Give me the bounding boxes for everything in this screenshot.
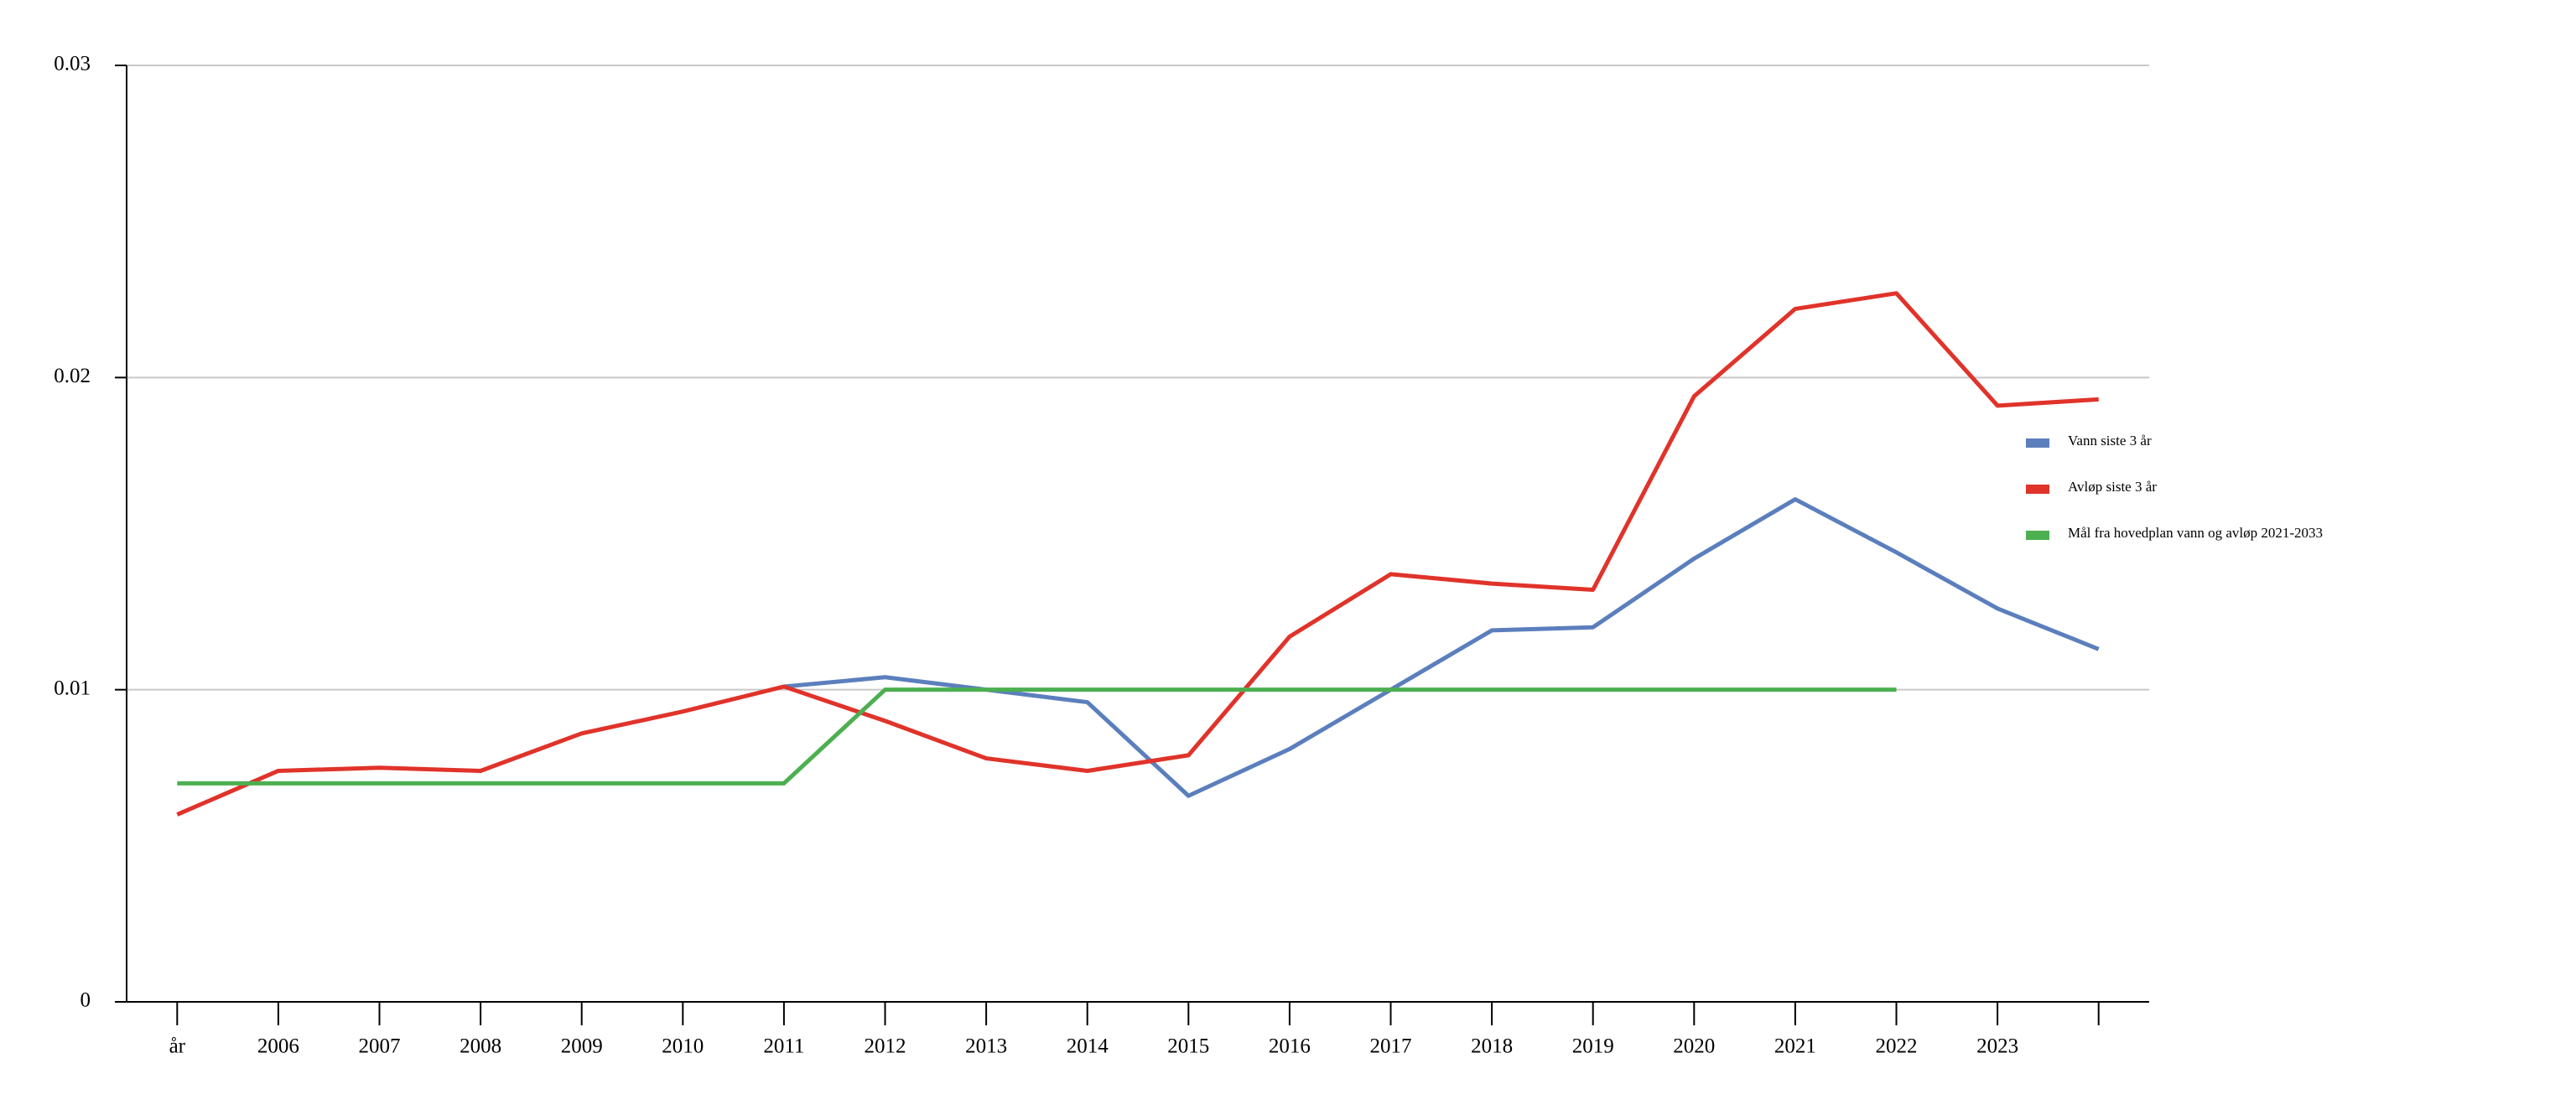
x-tick-label: 2015 [1167,1035,1209,1058]
legend-label: Avløp siste 3 år [2068,479,2157,495]
series-line [177,687,1897,786]
legend-label: Vann siste 3 år [2068,433,2152,449]
y-tick-label: 0.02 [54,365,91,387]
y-tick-label: 0.03 [54,53,91,75]
x-tick-label: 2010 [662,1035,704,1058]
series-line [176,291,2099,817]
x-tick-label: 2014 [1067,1035,1109,1058]
x-tick-label: 2023 [1976,1035,2018,1058]
x-tick-label: 2009 [561,1035,603,1058]
legend-swatch [2026,531,2049,540]
x-tick-label: år [169,1035,186,1058]
x-tick-label: 2018 [1471,1035,1513,1058]
x-tick-label: 2013 [965,1035,1007,1058]
x-tick-label: 2016 [1269,1035,1311,1058]
legend-label: Mål fra hovedplan vann og avløp 2021-203… [2068,525,2323,541]
legend-swatch [2026,485,2049,494]
legend-swatch [2026,438,2049,448]
x-tick-label: 2006 [257,1035,299,1058]
x-tick-label: 2007 [359,1035,401,1058]
x-tick-label: 2019 [1572,1035,1614,1058]
x-tick-label: 2017 [1370,1035,1412,1058]
x-tick-label: 2020 [1673,1035,1715,1058]
y-tick-label: 0.01 [54,677,91,699]
series-line [783,497,2100,798]
x-tick-label: 2012 [865,1035,906,1058]
y-tick-label: 0 [80,989,91,1012]
x-tick-label: 2011 [763,1035,804,1058]
x-tick-label: 2021 [1774,1035,1816,1058]
x-tick-label: 2022 [1876,1035,1918,1058]
x-tick-label: 2008 [460,1035,501,1058]
